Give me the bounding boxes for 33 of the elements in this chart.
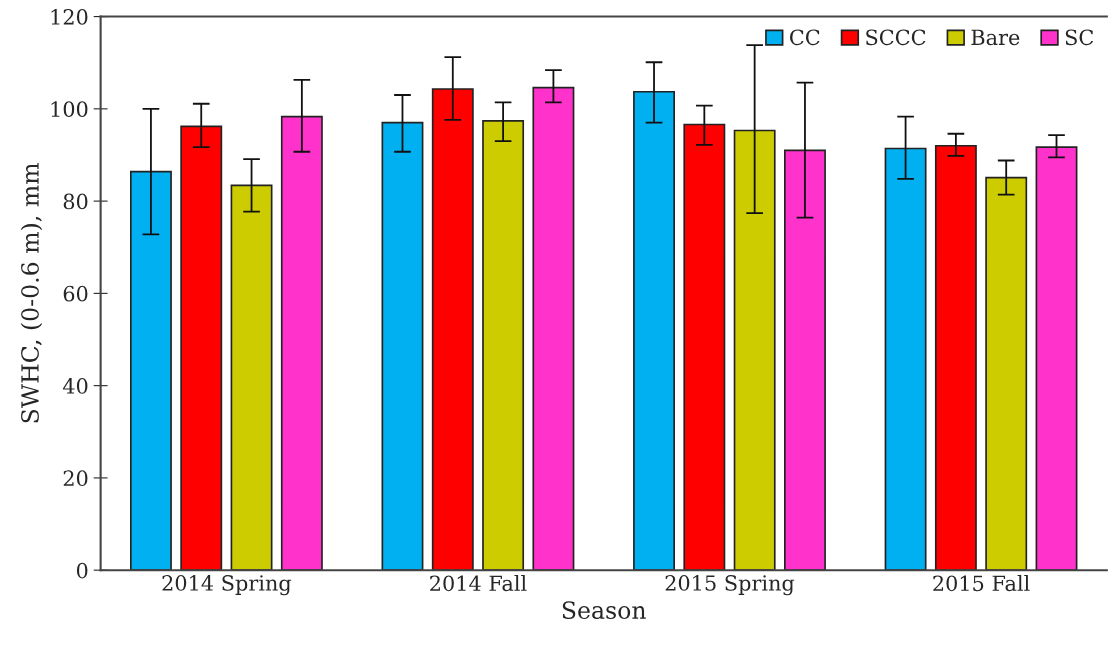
- legend-label: Bare: [971, 29, 1020, 46]
- y-tick-label: 60: [63, 285, 88, 302]
- legend-label: CC: [790, 29, 820, 46]
- x-tick-label: 2014 Fall: [430, 575, 527, 592]
- x-axis-title: Season: [562, 601, 646, 620]
- bar: [230, 184, 273, 571]
- x-tick-label: 2015 Fall: [933, 575, 1030, 592]
- bar: [884, 147, 927, 571]
- y-tick-label: 40: [62, 378, 88, 394]
- bar: [683, 123, 726, 571]
- bar: [934, 144, 977, 571]
- y-tick-label: 80: [63, 193, 88, 210]
- bar: [985, 176, 1028, 571]
- legend-label: SC: [1065, 29, 1094, 46]
- y-tick-label: 120: [51, 9, 88, 25]
- bar: [633, 90, 675, 571]
- y-tick-label: 20: [63, 470, 88, 487]
- bar: [129, 170, 172, 571]
- bar: [733, 129, 776, 571]
- x-tick-label: 2014 Spring: [162, 575, 292, 596]
- y-tick-label: 0: [76, 562, 88, 579]
- bar: [482, 120, 525, 571]
- y-axis-title: SWHC, (0-0.6 m), mm: [20, 163, 43, 423]
- x-tick-label: 2015 Spring: [665, 575, 795, 596]
- bar: [784, 149, 826, 571]
- bar: [532, 86, 575, 571]
- bar: [180, 125, 223, 571]
- y-tick-label: 100: [51, 101, 88, 118]
- bar: [1035, 146, 1078, 571]
- bar: [431, 88, 474, 571]
- bar: [280, 115, 323, 571]
- bar: [381, 121, 424, 571]
- legend-label: SCCC: [866, 29, 926, 46]
